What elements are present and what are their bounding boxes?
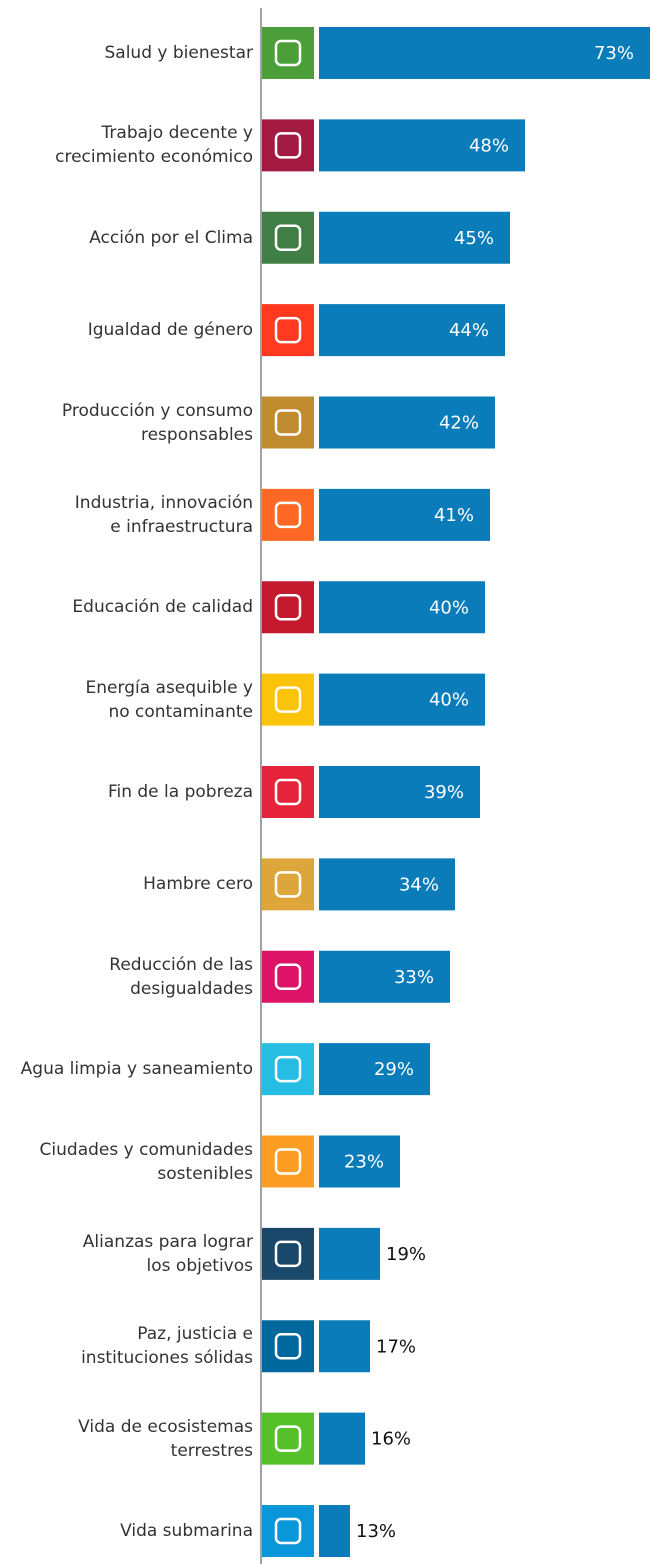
bar <box>319 211 510 264</box>
category-label: Fin de la pobreza <box>107 782 253 802</box>
icon <box>262 1227 314 1280</box>
icon <box>262 304 314 357</box>
value-label: 40% <box>429 597 469 618</box>
icon-glyph <box>274 39 302 67</box>
category-label: Agua limpia y saneamiento <box>20 1059 253 1080</box>
icon <box>262 1412 314 1465</box>
category-label: Industria, innovación e infraestructura <box>74 492 253 537</box>
icon-glyph <box>274 778 302 806</box>
category-label: Producción y consumo responsables <box>61 400 253 445</box>
icon-glyph <box>274 409 302 436</box>
icon-glyph <box>274 1148 302 1175</box>
value-label: 16% <box>371 1429 411 1450</box>
icon-glyph <box>274 594 302 621</box>
bar <box>319 396 495 449</box>
value-label: 45% <box>454 228 494 249</box>
value-label: 44% <box>449 320 489 341</box>
value-label: 13% <box>356 1521 396 1542</box>
bar <box>319 1412 365 1465</box>
icon <box>262 1135 314 1188</box>
bar <box>319 1320 370 1373</box>
icon-glyph <box>274 316 302 344</box>
value-label: 42% <box>439 413 479 434</box>
bar <box>319 858 455 911</box>
icon-glyph <box>274 1240 302 1268</box>
bar <box>319 581 485 634</box>
category-label: Educación de calidad <box>72 597 253 618</box>
category-label: Paz, justicia e instituciones sólidas <box>81 1324 253 1369</box>
category-label: Salud y bienestar <box>104 43 253 63</box>
icon <box>262 119 314 172</box>
icon <box>262 858 314 911</box>
icon-glyph <box>274 871 302 898</box>
category-label: Hambre cero <box>143 874 253 895</box>
category-label: Igualdad de género <box>87 320 253 341</box>
bar <box>319 27 650 79</box>
icon <box>262 488 314 541</box>
value-label: 48% <box>469 135 509 156</box>
value-label: 23% <box>344 1152 384 1173</box>
value-label: 41% <box>434 505 474 526</box>
icon <box>262 27 314 79</box>
icon <box>262 396 314 449</box>
icon-glyph <box>274 1333 302 1360</box>
icon-glyph <box>274 686 302 713</box>
value-label: 39% <box>424 782 464 803</box>
bar <box>319 766 480 818</box>
icon <box>262 1505 314 1557</box>
category-label: Energía asequible y no contaminante <box>85 677 253 722</box>
icon <box>262 1320 314 1373</box>
value-label: 40% <box>429 690 469 711</box>
category-label: Trabajo decente y crecimiento económico <box>55 123 253 168</box>
value-label: 17% <box>376 1336 416 1357</box>
icon <box>262 581 314 634</box>
category-label: Vida submarina <box>120 1521 253 1541</box>
bar <box>319 950 450 1003</box>
icon <box>262 673 314 726</box>
icon <box>262 766 314 818</box>
category-label: Vida de ecosistemas terrestres <box>78 1416 253 1461</box>
icon <box>262 950 314 1003</box>
value-label: 73% <box>594 43 634 64</box>
icon-glyph <box>274 1425 302 1452</box>
icon <box>262 1043 314 1096</box>
value-label: 33% <box>394 967 434 988</box>
category-label: Alianzas para lograr los objetivos <box>82 1231 253 1276</box>
icon-glyph <box>274 963 302 990</box>
bar <box>319 1227 380 1280</box>
bar <box>319 673 485 726</box>
bar <box>319 304 505 357</box>
icon-glyph <box>274 501 302 529</box>
value-label: 19% <box>386 1244 426 1265</box>
bar <box>319 119 525 172</box>
bar <box>319 488 490 541</box>
category-label: Acción por el Clima <box>89 227 253 248</box>
icon-glyph <box>274 1517 302 1545</box>
value-label: 34% <box>399 874 439 895</box>
bar <box>319 1043 430 1096</box>
bar <box>319 1135 400 1188</box>
category-label: Reducción de las desigualdades <box>109 954 253 999</box>
icon-glyph <box>274 224 302 251</box>
bar <box>319 1505 350 1557</box>
value-label: 29% <box>374 1059 414 1080</box>
icon-glyph <box>274 1055 302 1083</box>
icon <box>262 211 314 264</box>
icon-glyph <box>274 132 302 159</box>
category-label: Ciudades y comunidades sostenibles <box>39 1139 253 1184</box>
